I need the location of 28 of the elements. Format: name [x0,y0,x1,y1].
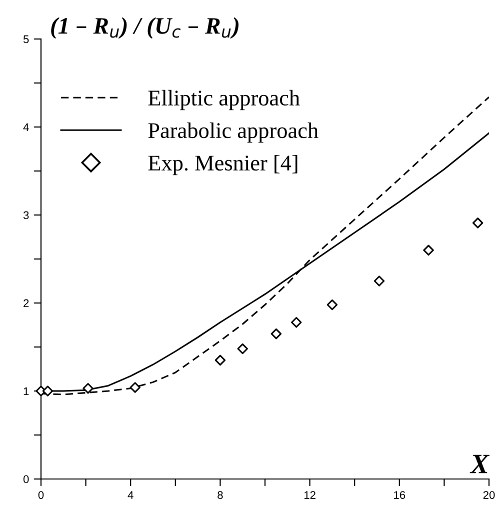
y-axis-title: (1 – R$_{u}$) / (U$_{c}$ – R$_{u}$) [51,17,238,39]
y-tick-label: 0 [23,475,29,484]
point [423,244,434,256]
point [237,343,248,354]
y-tick-label: 4 [23,123,29,132]
y-tick-label: 1 [24,387,29,396]
point [270,328,282,340]
y-tick-label: 3 [23,211,29,220]
point [42,386,54,396]
legend-label: Exp. Mesnier [4] [148,154,298,176]
point [326,299,338,310]
x-tick-label: 4 [128,491,134,499]
point [214,354,226,366]
point [82,382,94,394]
y-tick-label: 2 [24,299,29,308]
x-tick-label: 20 [483,491,495,499]
point [472,218,484,228]
x-tick-label: 0 [38,491,44,499]
point [374,276,385,286]
legend-label: Parabolic approach [148,122,318,143]
x-tick-label: 16 [394,491,406,499]
x-axis-title: X [470,454,490,474]
x-tick-label: 8 [218,491,223,499]
point [130,382,140,393]
y-tick-label: 5 [23,35,29,44]
point [290,316,302,328]
x-tick-label: 12 [304,491,316,499]
legend-label: Elliptic approach [148,90,300,110]
